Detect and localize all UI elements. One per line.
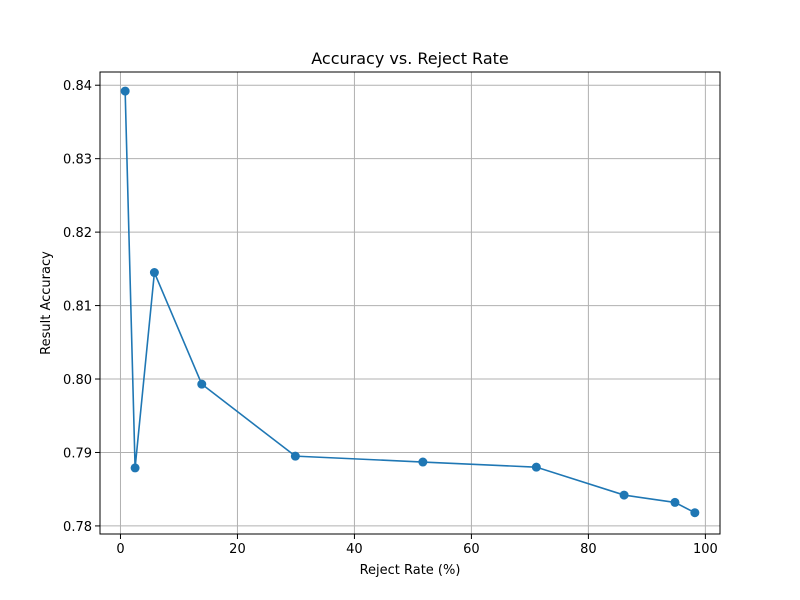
data-point xyxy=(670,497,680,507)
y-tick-label: 0.81 xyxy=(63,300,92,315)
x-axis: 0 20 40 60 80 100 xyxy=(116,534,718,557)
plot-frame xyxy=(99,71,721,535)
data-point xyxy=(418,457,428,467)
x-tick-label: 20 xyxy=(229,542,246,557)
y-tick-label: 0.83 xyxy=(63,153,92,168)
x-tick-label: 40 xyxy=(346,542,363,557)
chart-title: Accuracy vs. Reject Rate xyxy=(311,49,508,68)
y-tick-label: 0.78 xyxy=(63,520,92,535)
series-line xyxy=(124,91,696,514)
data-point xyxy=(149,268,159,278)
x-tick-label: 100 xyxy=(693,542,718,557)
data-point xyxy=(197,379,207,389)
data-point xyxy=(290,451,300,461)
y-tick-label: 0.80 xyxy=(63,373,92,388)
data-point xyxy=(130,463,140,473)
y-tick-label: 0.82 xyxy=(63,226,92,241)
x-tick-label: 60 xyxy=(463,542,480,557)
data-point xyxy=(619,490,629,500)
grid xyxy=(100,72,720,534)
y-axis: 0.78 0.79 0.80 0.81 0.82 0.83 0.84 xyxy=(63,79,100,535)
x-tick-label: 80 xyxy=(580,542,597,557)
x-axis-label: Reject Rate (%) xyxy=(360,563,461,578)
y-tick-label: 0.79 xyxy=(63,446,92,461)
y-tick-label: 0.84 xyxy=(63,79,92,94)
data-point xyxy=(120,86,130,96)
data-point xyxy=(690,508,700,518)
x-tick-label: 0 xyxy=(116,542,124,557)
series-layer xyxy=(120,86,700,518)
data-point xyxy=(531,462,541,472)
y-axis-label: Result Accuracy xyxy=(39,251,54,355)
